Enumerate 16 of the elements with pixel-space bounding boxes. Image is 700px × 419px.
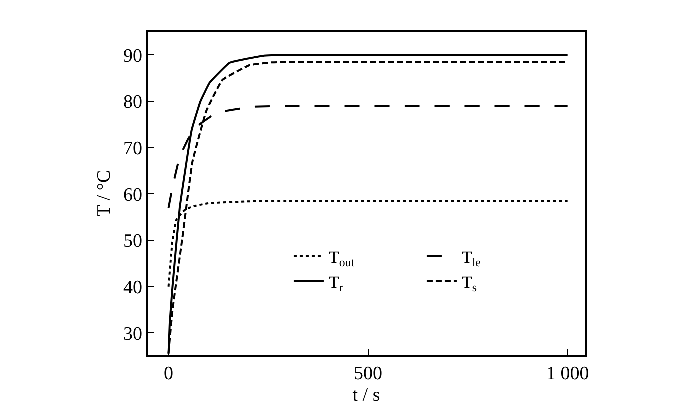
x-tick-label: 1 000 (546, 364, 590, 385)
legend-label: T$_{r}$ (328, 273, 344, 295)
legend-label: T$_{s}$ (462, 273, 478, 295)
y-tick-label: 70 (123, 138, 142, 160)
x-tick-label: 500 (354, 364, 383, 385)
x-tick-label: 0 (164, 364, 174, 385)
y-tick-label: 60 (123, 184, 142, 206)
legend-label: T$_{out}$ (328, 248, 356, 270)
y-tick-label: 80 (123, 92, 142, 114)
x-axis-title: t / s (352, 384, 380, 406)
y-axis-title: T / °C (94, 170, 115, 217)
y-tick-label: 90 (123, 46, 142, 67)
legend-label: T$_{le}$ (462, 248, 481, 270)
y-tick-label: 50 (123, 231, 142, 252)
y-tick-label: 30 (123, 324, 142, 345)
y-tick-label: 40 (123, 278, 142, 299)
